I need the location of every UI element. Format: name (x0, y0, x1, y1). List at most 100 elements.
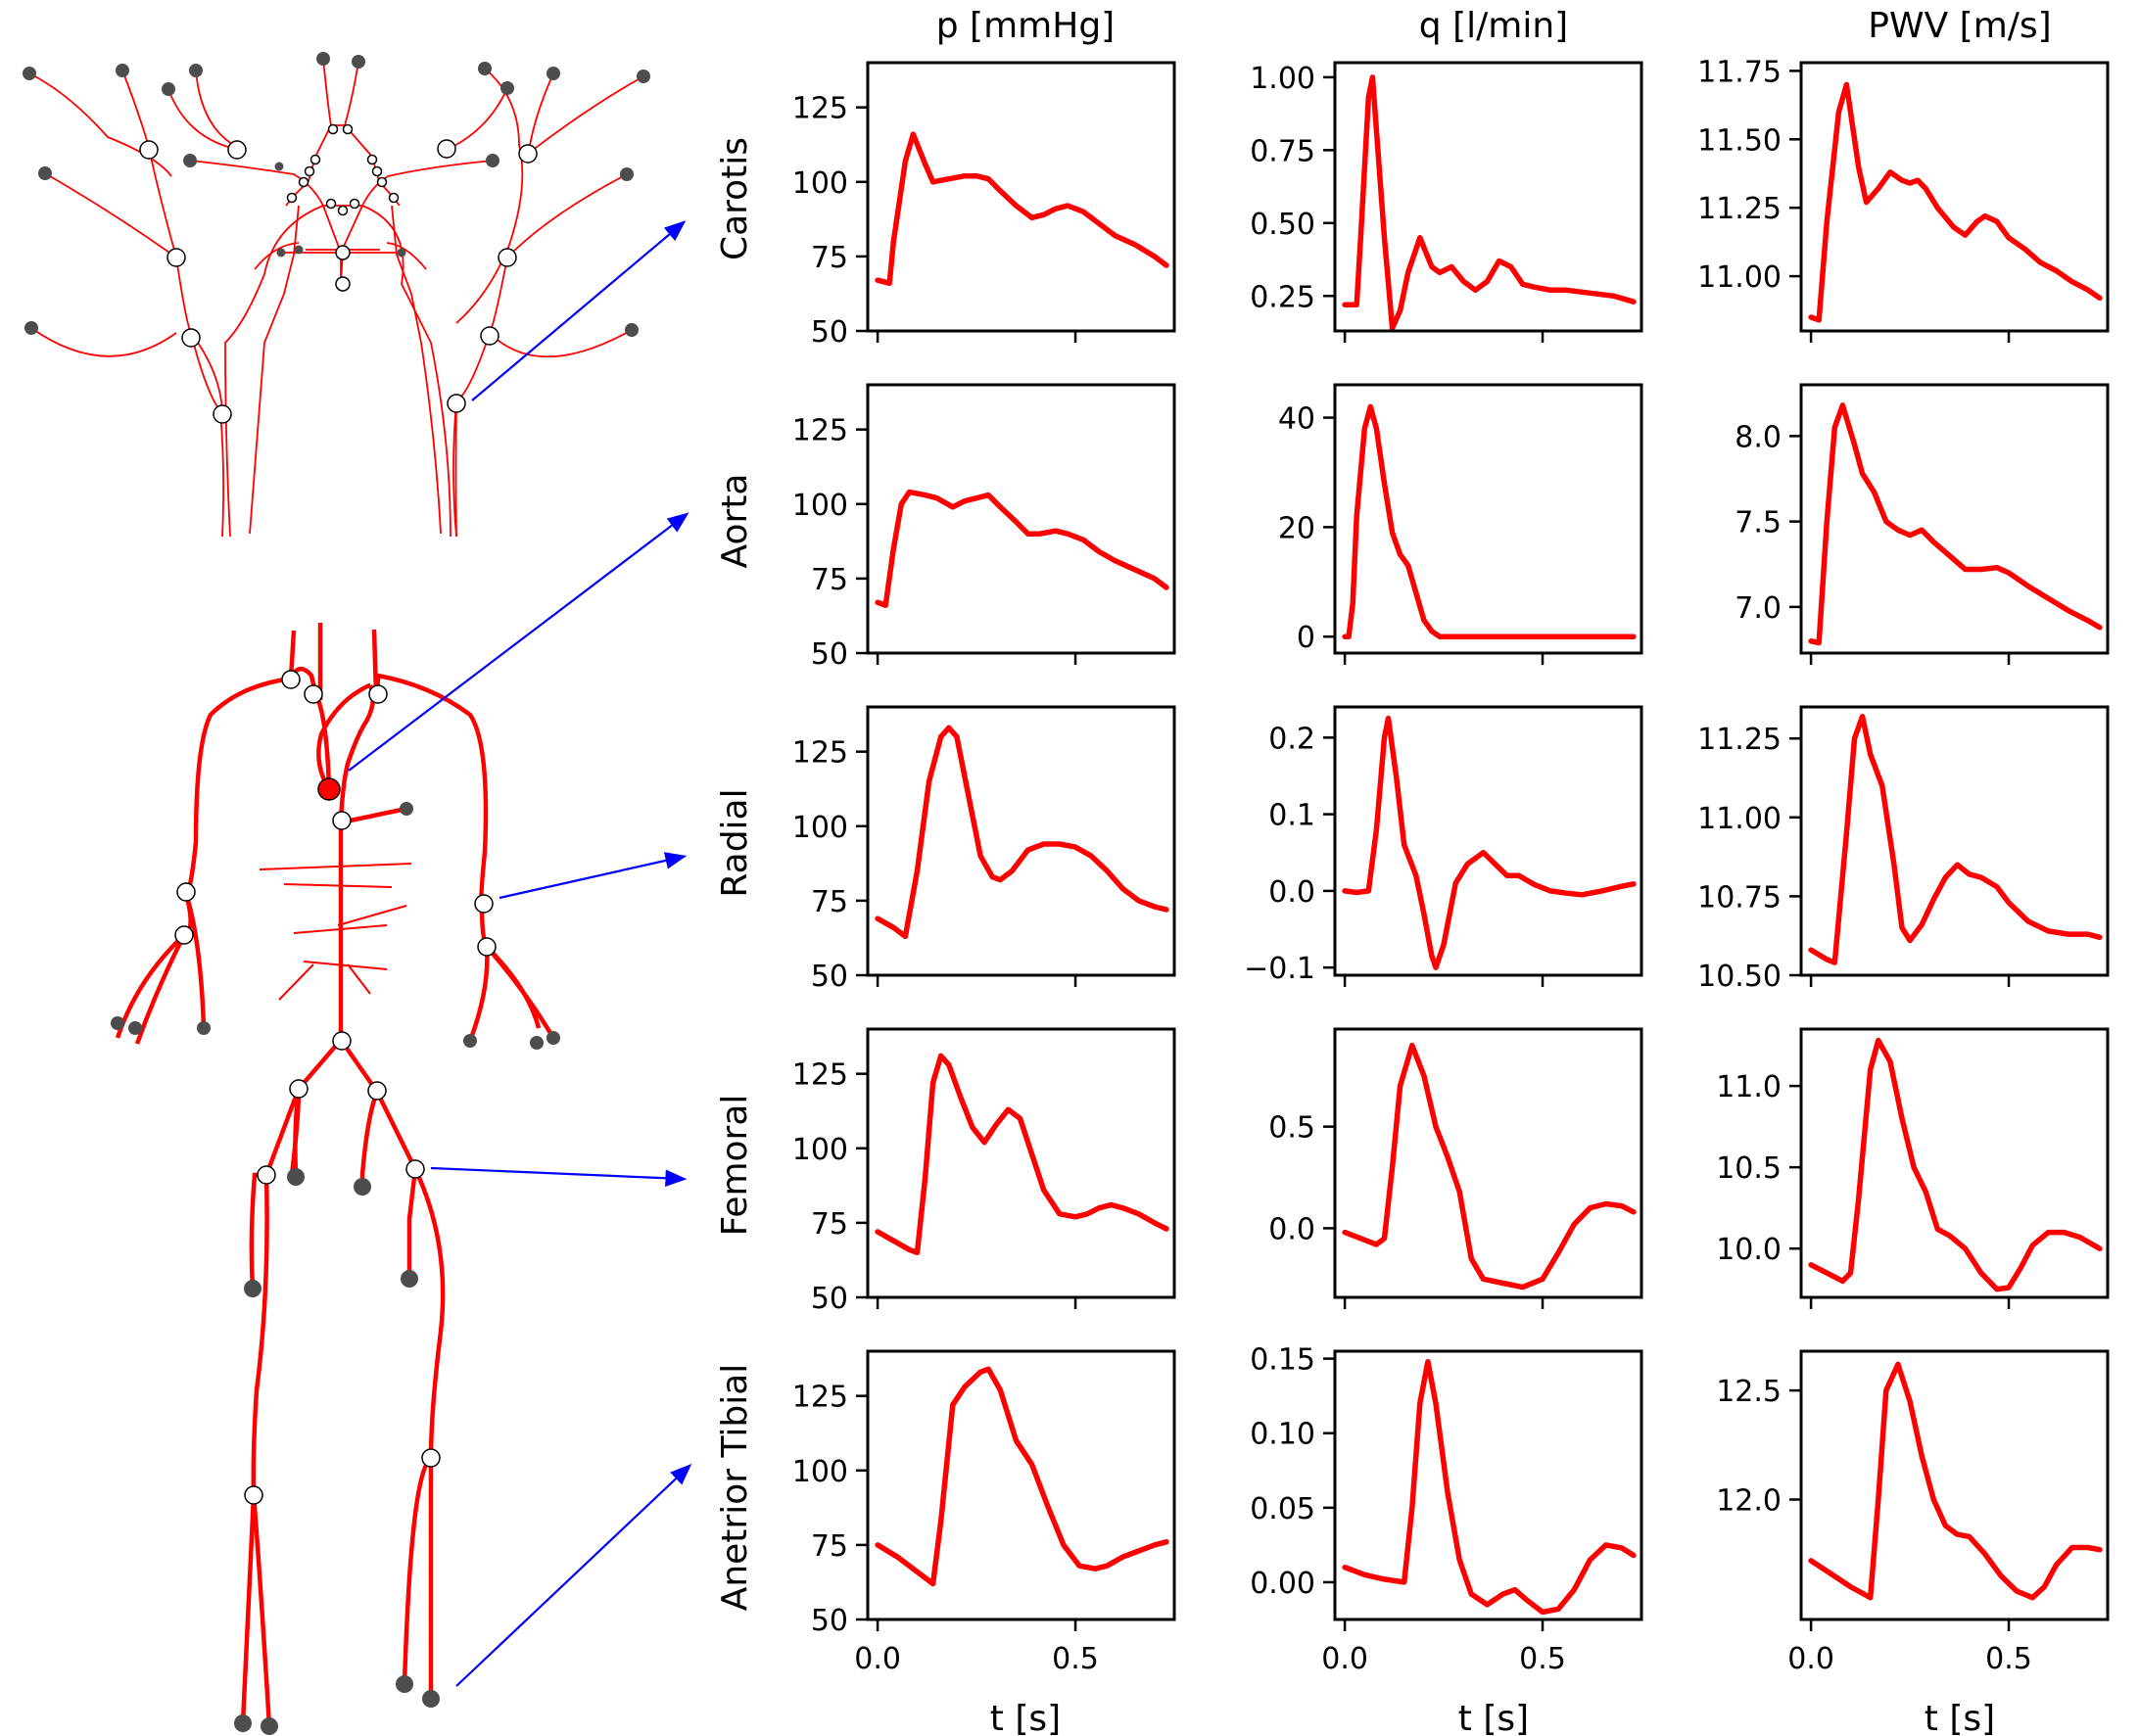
y-tick-label: 8.0 (1735, 420, 1782, 454)
series-line (875, 1053, 1169, 1256)
y-tick-label: 100 (792, 166, 848, 201)
subplot-femoral-q-l-min: 0.0 0.5 (1268, 1027, 1643, 1309)
y-tick-label: 100 (792, 1133, 848, 1167)
y-tick-label: 0.5 (1268, 1111, 1315, 1146)
y-tick-label: 7.0 (1735, 591, 1782, 626)
series-line (1808, 713, 2103, 965)
row-label-aorta: Aorta (715, 474, 755, 569)
y-tick-label: 125 (792, 1058, 848, 1093)
y-tick-label: 0.0 (1268, 875, 1315, 910)
y-tick-label: 12.5 (1716, 1375, 1782, 1409)
axes-frame (866, 383, 1176, 655)
subplot-radial-pwv-m-s: 10.50 10.75 11.00 11.25 (1697, 705, 2110, 994)
axes-frame (1333, 61, 1643, 333)
axes-frame (1333, 705, 1643, 977)
y-tick-label: 75 (811, 241, 848, 275)
column-title-flow: q [l/min] (1419, 6, 1568, 46)
axes-frame (866, 705, 1176, 977)
x-tick-label: 0.5 (1519, 1642, 1566, 1676)
pointer-arrows (348, 220, 692, 1687)
y-tick-label: 125 (792, 92, 848, 126)
subplot-aorta-q-l-min: 0 20 40 (1278, 383, 1643, 665)
y-tick-label: 0.50 (1250, 208, 1315, 242)
subplot-carotis-q-l-min: 0.25 0.50 0.75 1.00 (1250, 61, 1643, 343)
y-tick-label: 40 (1278, 402, 1315, 437)
y-tick-label: 20 (1278, 511, 1315, 545)
y-tick-label: 10.75 (1697, 880, 1782, 915)
subplot-femoral-pwv-m-s: 10.0 10.5 11.0 (1716, 1027, 2110, 1309)
subplot-radial-q-l-min: −0.1 0.0 0.1 0.2 (1244, 705, 1643, 987)
series-line (1342, 1042, 1637, 1290)
series-line (875, 489, 1169, 609)
x-tick-label: 0.0 (1787, 1642, 1834, 1676)
column-title-pressure: p [mmHg] (936, 6, 1115, 46)
x-tick-label: 0.5 (1052, 1642, 1099, 1676)
subplot-anetrior-tibial-p-mmhg: 50 75 100 125 0.0 0.5 (792, 1349, 1176, 1676)
aortic-root-highlight-node (317, 777, 341, 801)
axes-frame (1333, 383, 1643, 655)
y-tick-label: 125 (792, 1381, 848, 1415)
y-tick-label: 100 (792, 489, 848, 523)
y-tick-label: 100 (792, 811, 848, 845)
y-tick-label: 0.2 (1268, 722, 1315, 756)
axes-frame (866, 1349, 1176, 1621)
y-tick-label: 50 (811, 315, 848, 350)
y-tick-label: 0.0 (1268, 1212, 1315, 1246)
xlabel-pwv: t [s] (1925, 1699, 1995, 1736)
subplot-radial-p-mmhg: 50 75 100 125 (792, 705, 1176, 994)
axes-frame (1799, 383, 2110, 655)
axes-frame (1333, 1027, 1643, 1299)
arrow-radial (499, 852, 688, 900)
subplot-carotis-pwv-m-s: 11.00 11.25 11.50 11.75 (1697, 55, 2110, 343)
y-tick-label: 0.75 (1250, 134, 1315, 168)
y-tick-label: 0.1 (1268, 799, 1315, 833)
y-tick-label: 7.5 (1735, 506, 1782, 540)
y-tick-label: −0.1 (1244, 952, 1315, 986)
y-tick-label: 0 (1297, 621, 1315, 655)
xlabel-pressure: t [s] (990, 1699, 1061, 1736)
series-line (1808, 402, 2103, 646)
row-label-femoral: Femoral (715, 1095, 755, 1237)
subplot-aorta-p-mmhg: 50 75 100 125 (792, 383, 1176, 672)
y-tick-label: 10.50 (1697, 960, 1782, 994)
y-tick-label: 12.0 (1716, 1483, 1782, 1518)
y-tick-label: 0.15 (1250, 1343, 1315, 1378)
y-tick-label: 50 (811, 1604, 848, 1638)
axes-frame (866, 1027, 1176, 1299)
y-tick-label: 75 (811, 1207, 848, 1242)
series-line (1808, 1037, 2103, 1292)
series-line (1808, 81, 2103, 323)
y-tick-label: 10.0 (1716, 1233, 1782, 1267)
y-tick-label: 50 (811, 1282, 848, 1316)
subplot-grid: 50751001250.250.500.751.0011.0011.2511.5… (792, 55, 2110, 1676)
y-tick-label: 0.10 (1250, 1418, 1315, 1452)
y-tick-label: 75 (811, 885, 848, 919)
y-tick-label: 0.05 (1250, 1492, 1315, 1526)
y-tick-label: 100 (792, 1455, 848, 1489)
y-tick-label: 0.00 (1250, 1567, 1315, 1601)
y-tick-label: 50 (811, 637, 848, 672)
axes-frame (1799, 1027, 2110, 1299)
row-label-radial: Radial (715, 788, 755, 897)
row-label-anterior-tibial: Anetrior Tibial (715, 1364, 755, 1612)
subplot-anetrior-tibial-pwv-m-s: 12.0 12.5 0.0 0.5 (1716, 1349, 2110, 1676)
axes-frame (1333, 1349, 1643, 1621)
thoracic-branches (259, 863, 412, 1001)
y-tick-label: 11.00 (1697, 260, 1782, 295)
series-line (875, 725, 1169, 940)
axes-frame (1799, 705, 2110, 977)
y-tick-label: 0.25 (1250, 280, 1315, 314)
series-line (1342, 1358, 1637, 1616)
body-vessel-network (115, 623, 555, 1727)
axes-frame (866, 61, 1176, 333)
arterial-network-diagram (28, 58, 644, 1727)
y-tick-label: 75 (811, 1529, 848, 1564)
y-tick-label: 10.5 (1716, 1151, 1782, 1186)
series-line (1808, 1361, 2103, 1601)
series-line (875, 1366, 1169, 1587)
x-tick-label: 0.0 (1321, 1642, 1368, 1676)
y-tick-label: 1.00 (1250, 62, 1315, 96)
outlet-markers (23, 52, 650, 1735)
x-tick-label: 0.0 (854, 1642, 901, 1676)
